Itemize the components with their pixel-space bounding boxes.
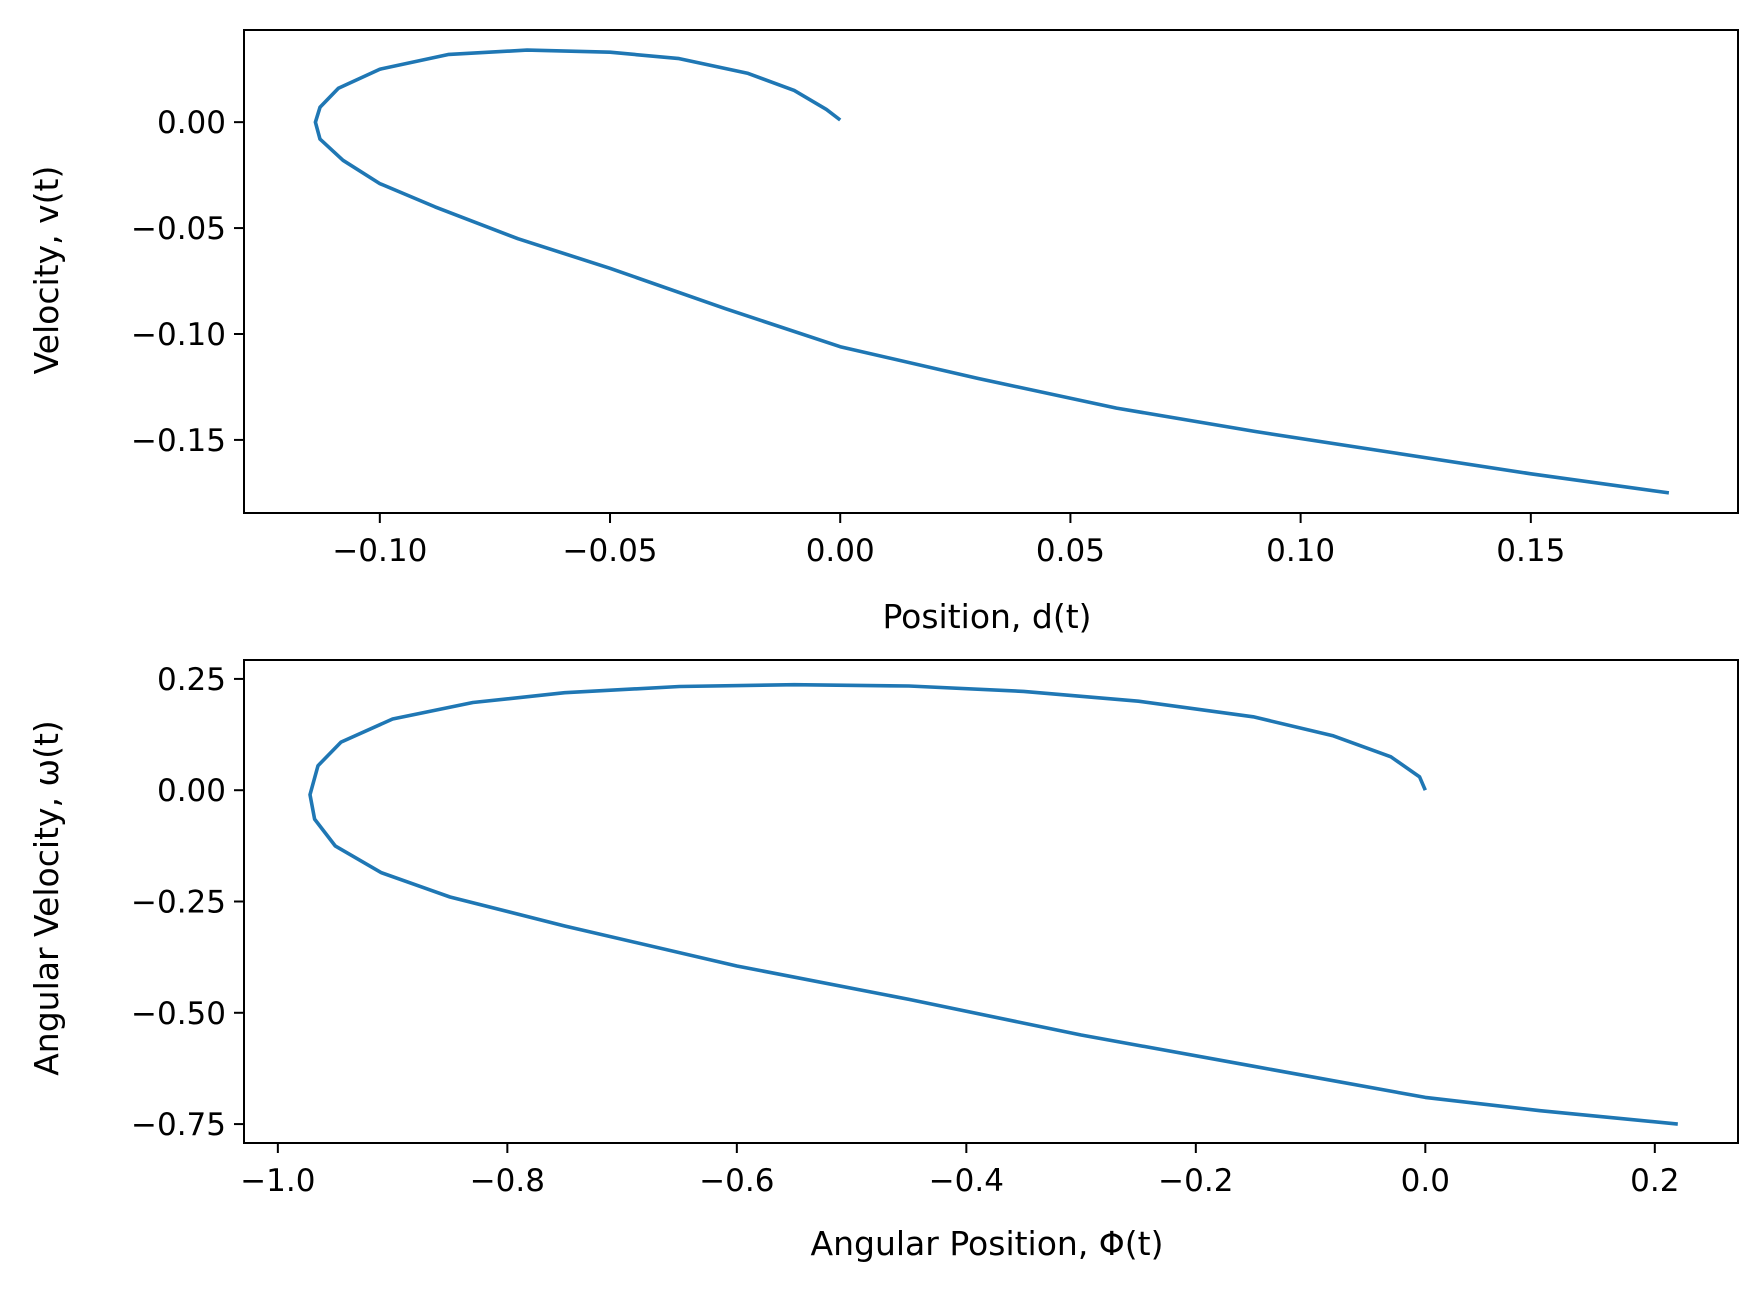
x-tick-label: 0.15 [1496, 533, 1565, 569]
y-tick-label: −0.15 [131, 423, 226, 459]
x-axis-label: Position, d(t) [882, 597, 1091, 636]
angular-position-velocity-plot: Angular Position, Φ(t) Angular Velocity,… [27, 659, 1739, 1263]
y-tick-label: −0.10 [131, 317, 226, 353]
x-axis-label: Angular Position, Φ(t) [811, 1224, 1164, 1263]
y-tick-label: 0.00 [157, 105, 226, 141]
y-axis-label: Angular Velocity, ω(t) [27, 720, 66, 1076]
y-tick-label: −0.50 [131, 996, 226, 1032]
x-tick-label: 0.00 [806, 533, 875, 569]
x-tick-label: −0.4 [929, 1163, 1004, 1199]
x-tick-label: −1.0 [240, 1163, 315, 1199]
y-tick-label: −0.05 [131, 211, 226, 247]
x-tick-label: −0.2 [1158, 1163, 1233, 1199]
y-tick-label: −0.75 [131, 1107, 226, 1143]
position-velocity-plot: Position, d(t) Velocity, v(t) −0.10 −0.05… [27, 29, 1739, 636]
axes-frame [243, 29, 1739, 514]
y-axis-label: Velocity, v(t) [27, 166, 66, 375]
x-tick-label: −0.6 [699, 1163, 774, 1199]
x-tick-label: 0.05 [1036, 533, 1105, 569]
y-tick-label: −0.25 [131, 885, 226, 921]
x-tick-label: −0.8 [470, 1163, 545, 1199]
series-line [308, 682, 1678, 1126]
y-tick-label: 0.00 [157, 773, 226, 809]
series-line [313, 48, 1670, 495]
y-tick-label: 0.25 [157, 662, 226, 698]
x-tick-label: 0.0 [1401, 1163, 1450, 1199]
x-tick-label: 0.2 [1630, 1163, 1679, 1199]
x-tick-label: −0.05 [563, 533, 658, 569]
x-tick-label: −0.10 [332, 533, 427, 569]
x-tick-label: 0.10 [1266, 533, 1335, 569]
